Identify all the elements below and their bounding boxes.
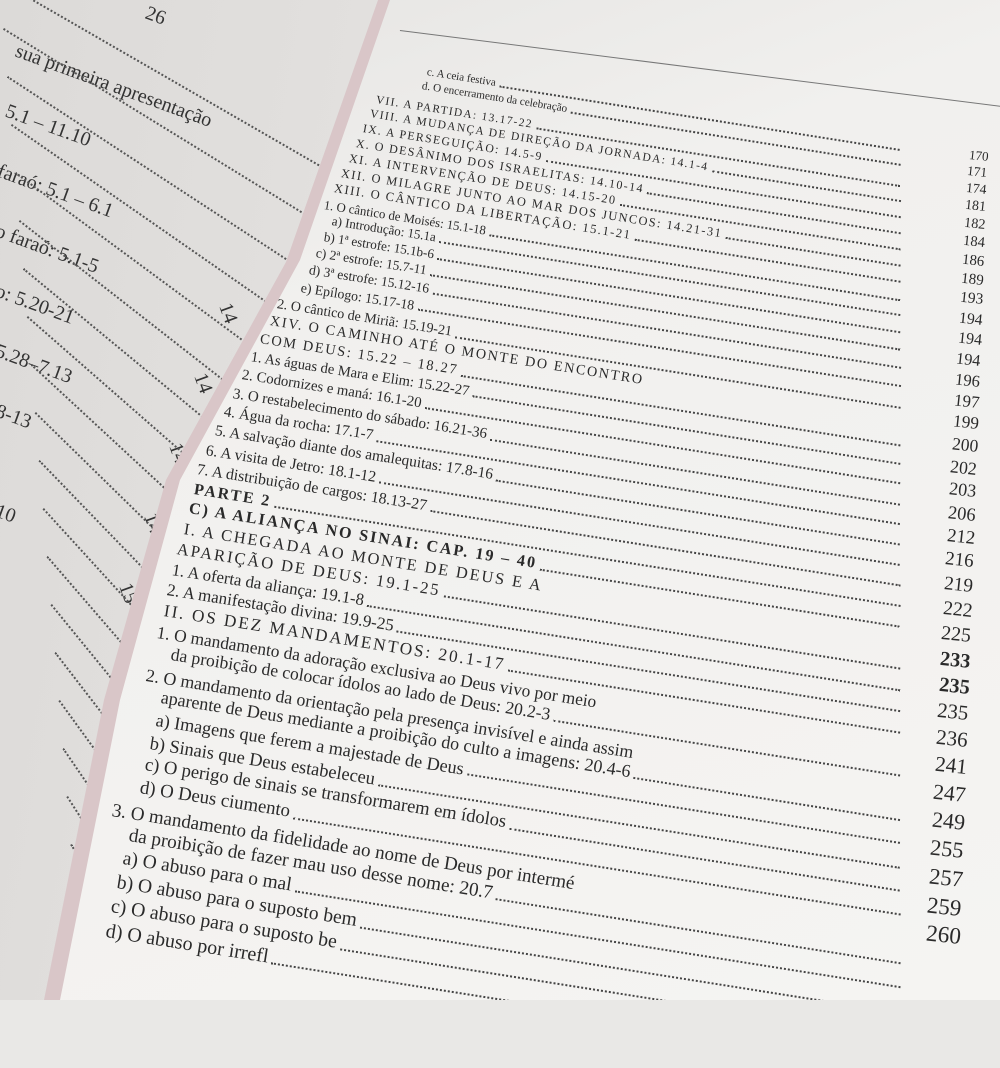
toc-page-number: 197 — [953, 390, 981, 412]
toc-page-number: 235 — [937, 673, 971, 699]
toc-page-number: 257 — [927, 863, 965, 892]
toc-page-number: 247 — [932, 779, 968, 807]
toc-page-number: 236 — [934, 725, 969, 753]
toc-page-number: 200 — [950, 433, 979, 457]
toc-page-number: 174 — [965, 180, 988, 198]
dot-leader — [0, 0, 364, 192]
toc-page-number: 212 — [945, 524, 976, 549]
toc-page-number: 216 — [944, 548, 976, 573]
toc-page-number: 202 — [949, 455, 979, 479]
toc-page-number: 189 — [960, 270, 985, 290]
toc-page-number: 203 — [948, 478, 978, 502]
toc-page-number: 182 — [963, 214, 987, 234]
toc-page-number: 259 — [926, 892, 964, 922]
toc-page-number: 241 — [933, 752, 968, 780]
left-page-fragment: 8-13 — [0, 400, 35, 434]
toc-page-number: 206 — [946, 502, 977, 526]
toc-page-number: 233 — [939, 648, 972, 674]
toc-page-number: 199 — [952, 411, 980, 434]
toc-page-number: 193 — [959, 289, 984, 309]
left-page-fragment: o faraó: 5.1-5 — [0, 220, 102, 278]
toc-page-number: 194 — [955, 348, 982, 371]
left-page-fragment: 14 — [189, 370, 217, 397]
toc-page-number: 225 — [940, 621, 973, 647]
left-page-fragment: 26 — [142, 2, 169, 30]
toc-page-number: 196 — [954, 369, 982, 391]
toc-page-number: 186 — [961, 252, 986, 271]
toc-page-number: 181 — [964, 198, 988, 216]
toc-page-number: 255 — [929, 834, 966, 864]
left-page-fragment: faraó: 5.1 – 6.1 — [0, 160, 117, 223]
toc-page-number: 222 — [941, 597, 974, 622]
toc-page-number: 235 — [936, 698, 970, 725]
left-page-fragment: 10 — [0, 500, 19, 528]
toc-page-number: 219 — [943, 573, 975, 598]
toc-page-number: 171 — [966, 163, 989, 181]
toc-page-number: 249 — [930, 806, 967, 836]
toc-page-number: 194 — [956, 329, 983, 349]
toc-page-number: 260 — [924, 920, 963, 951]
toc-page-number: 194 — [958, 309, 984, 329]
toc-page-number: 184 — [962, 232, 986, 252]
toc-page-number: 170 — [967, 146, 989, 164]
